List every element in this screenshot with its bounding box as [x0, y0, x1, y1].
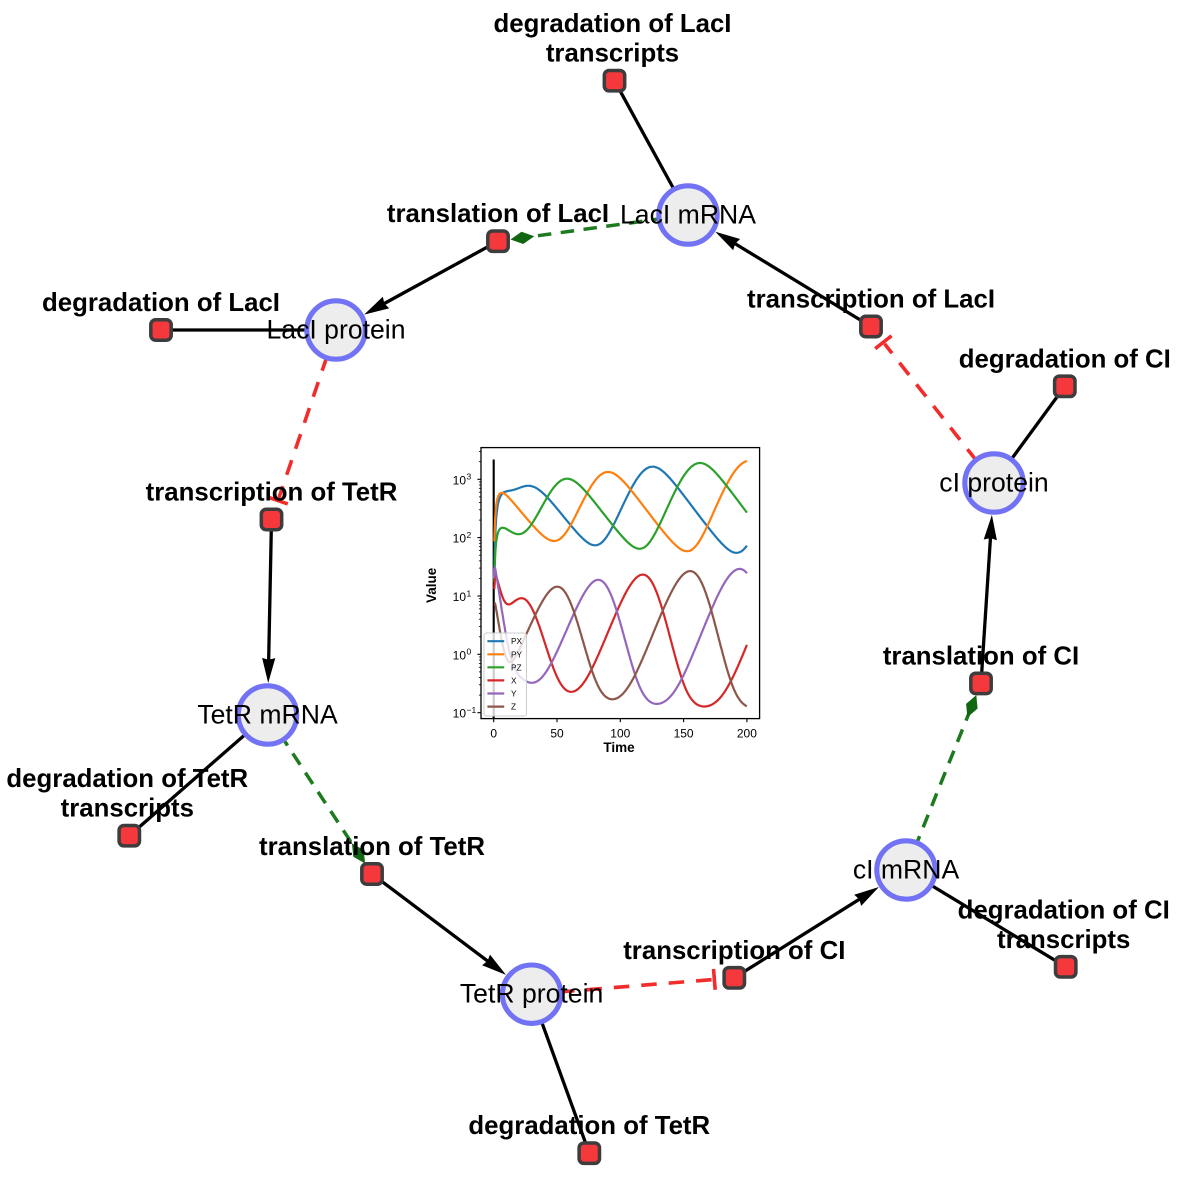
svg-text:2: 2	[467, 530, 472, 540]
svg-text:0: 0	[490, 726, 497, 740]
svg-text:translation of LacI: translation of LacI	[387, 200, 609, 228]
svg-text:10: 10	[453, 473, 467, 487]
svg-text:1: 1	[467, 588, 472, 598]
svg-text:50: 50	[550, 726, 564, 740]
svg-text:degradation of CI: degradation of CI	[959, 345, 1171, 373]
svg-text:3: 3	[467, 472, 472, 482]
svg-text:10: 10	[453, 707, 467, 721]
svg-text:Time: Time	[603, 740, 635, 755]
svg-text:100: 100	[610, 726, 630, 740]
svg-text:−1: −1	[467, 705, 477, 715]
svg-text:cI mRNA: cI mRNA	[853, 855, 960, 885]
svg-text:degradation of LacI: degradation of LacI	[494, 10, 732, 38]
svg-text:degradation of TetR: degradation of TetR	[468, 1112, 710, 1140]
svg-text:transcription of LacI: transcription of LacI	[747, 286, 995, 314]
svg-text:degradation of LacI: degradation of LacI	[42, 289, 280, 317]
svg-text:translation of TetR: translation of TetR	[259, 833, 485, 861]
svg-text:0: 0	[467, 647, 472, 657]
svg-text:PX: PX	[511, 636, 523, 646]
svg-text:10: 10	[453, 532, 467, 546]
svg-text:LacI protein: LacI protein	[267, 315, 406, 345]
svg-text:TetR mRNA: TetR mRNA	[197, 700, 338, 730]
svg-text:translation of CI: translation of CI	[883, 642, 1079, 670]
svg-text:PZ: PZ	[511, 662, 522, 672]
svg-text:PY: PY	[511, 649, 523, 659]
svg-text:transcripts: transcripts	[997, 926, 1130, 954]
svg-text:transcripts: transcripts	[61, 795, 194, 823]
svg-text:150: 150	[674, 726, 694, 740]
svg-text:LacI mRNA: LacI mRNA	[620, 200, 756, 230]
svg-text:10: 10	[453, 648, 467, 662]
svg-text:Y: Y	[511, 689, 517, 699]
svg-text:X: X	[511, 675, 517, 685]
svg-text:transcription of TetR: transcription of TetR	[146, 479, 398, 507]
svg-text:transcripts: transcripts	[546, 40, 679, 68]
svg-text:TetR protein: TetR protein	[460, 979, 603, 1009]
svg-text:Value: Value	[424, 567, 439, 603]
svg-text:transcription of CI: transcription of CI	[623, 937, 845, 965]
svg-text:10: 10	[453, 590, 467, 604]
svg-text:degradation of CI: degradation of CI	[958, 896, 1170, 924]
svg-text:cI protein: cI protein	[939, 468, 1048, 498]
svg-text:200: 200	[737, 726, 757, 740]
svg-text:degradation of TetR: degradation of TetR	[6, 765, 248, 793]
svg-text:Z: Z	[511, 702, 516, 712]
